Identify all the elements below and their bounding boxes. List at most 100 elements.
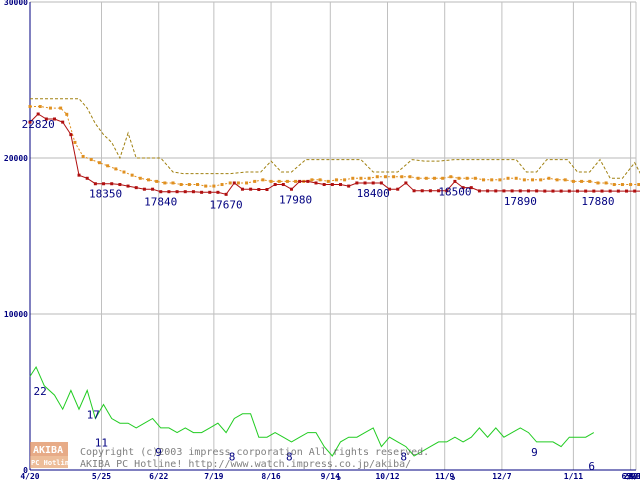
- series-average-price-marker: [424, 176, 428, 180]
- count-label: 8: [286, 451, 293, 464]
- series-average-price-marker: [383, 175, 387, 179]
- akiba-logo: AKIBA PC Hotline!: [30, 442, 77, 468]
- series-min-price-marker: [494, 189, 498, 193]
- series-min-price-marker: [314, 181, 318, 185]
- series-min-price-marker: [518, 189, 522, 193]
- series-average-price-marker: [563, 178, 567, 182]
- series-min-price-marker: [28, 120, 32, 124]
- count-label: 9: [531, 446, 538, 459]
- series-min-price-marker: [69, 133, 73, 137]
- price-label: 17880: [581, 195, 614, 208]
- series-min-price-marker: [191, 190, 195, 194]
- count-label: 6: [588, 460, 595, 473]
- series-average-price-marker: [294, 179, 298, 183]
- series-average-price-marker: [441, 176, 445, 180]
- series-average-price-marker: [130, 173, 134, 177]
- price-label: 18350: [89, 188, 122, 201]
- series-min-price-marker: [543, 189, 547, 193]
- x-tick-label: 1/11: [564, 472, 583, 480]
- x-tick-label: 11/9: [435, 472, 454, 480]
- series-min-price-marker: [428, 189, 432, 193]
- y-tick-label: 0: [23, 466, 28, 475]
- series-average-price-marker: [367, 176, 371, 180]
- series-min-price-marker: [118, 183, 122, 187]
- price-label: 18500: [438, 185, 471, 198]
- x-tick-label: 5/25: [92, 472, 111, 480]
- series-min-price-marker: [453, 179, 457, 183]
- price-label: 17840: [144, 196, 177, 209]
- series-min-price-marker: [567, 189, 571, 193]
- y-tick-label: 10000: [4, 310, 28, 319]
- series-average-price-marker: [97, 161, 101, 165]
- series-min-price-marker: [249, 187, 253, 191]
- series-average-price-marker: [416, 176, 420, 180]
- x-tick-label: 12/7: [492, 472, 511, 480]
- series-min-price-marker: [298, 179, 302, 183]
- x-tick-label: 4/20: [20, 472, 39, 480]
- series-average-price-marker: [580, 179, 584, 183]
- series-min-price-marker: [388, 187, 392, 191]
- copyright-line2: AKIBA PC Hotline! http://www.watch.impre…: [80, 459, 411, 470]
- x-tick-label: 3/8: [629, 472, 640, 480]
- series-average-price-marker: [163, 181, 167, 185]
- logo-top-text: AKIBA: [33, 445, 63, 456]
- series-min-price-marker: [412, 189, 416, 193]
- series-average-price-marker: [253, 179, 257, 183]
- series-min-price-marker: [355, 181, 359, 185]
- x-tick-label: 7/19: [204, 472, 223, 480]
- series-min-price-marker: [159, 190, 163, 194]
- series-min-price-marker: [322, 183, 326, 187]
- count-label: 22: [33, 385, 46, 398]
- series-average-price-marker: [432, 176, 436, 180]
- series-min-price-marker: [77, 173, 81, 177]
- series-min-price-marker: [216, 190, 220, 194]
- series-average-price-marker: [498, 178, 502, 182]
- x-tick-label: 9/14: [321, 472, 340, 480]
- series-average-price-marker: [457, 176, 461, 180]
- series-shop-count-line: [29, 365, 595, 457]
- series-average-price-marker: [612, 183, 616, 187]
- series-average-price-marker: [245, 181, 249, 185]
- series-average-price-marker: [28, 105, 32, 109]
- series-min-price-marker: [134, 186, 138, 190]
- series-min-price-marker: [469, 186, 473, 190]
- series-min-price-marker: [404, 181, 408, 185]
- x-tick-label: 8/16: [261, 472, 280, 480]
- series-average-price-marker: [596, 181, 600, 185]
- price-label: 17980: [279, 194, 312, 207]
- series-min-price-marker: [371, 181, 375, 185]
- series-average-price-marker: [212, 184, 216, 188]
- series-average-price-marker: [318, 178, 322, 182]
- series-min-price-marker: [200, 190, 204, 194]
- series-min-price-marker: [551, 189, 555, 193]
- x-tick-label: 6/22: [149, 472, 168, 480]
- count-label: 3: [335, 474, 342, 480]
- series-min-price-marker: [273, 183, 277, 187]
- series-max-price-line: [30, 98, 640, 179]
- series-min-price-marker: [600, 189, 604, 193]
- series-min-price-marker: [347, 184, 351, 188]
- series-average-price-marker: [473, 176, 477, 180]
- price-label: 18400: [357, 187, 390, 200]
- price-label: 22820: [22, 118, 55, 131]
- x-tick-label: 2/8: [623, 472, 638, 480]
- series-average-price-marker: [38, 105, 42, 109]
- y-tick-label: 20000: [4, 154, 28, 163]
- series-min-price-marker: [486, 189, 490, 193]
- series-average-price-marker: [48, 106, 52, 110]
- series-average-price-marker: [637, 183, 640, 187]
- series-average-price-marker: [547, 176, 551, 180]
- series-group: [28, 98, 640, 457]
- x-tick-label: 5/31: [626, 472, 640, 480]
- series-average-price-marker: [277, 179, 281, 183]
- y-tick-label: 30000: [4, 0, 28, 7]
- series-average-price-marker: [89, 158, 93, 162]
- series-average-price-marker: [59, 106, 63, 110]
- y-ticks: 0 10000 20000 30000: [4, 0, 28, 475]
- series-min-price-marker: [330, 183, 334, 187]
- series-min-price-marker: [592, 189, 596, 193]
- series-average-price-marker: [187, 183, 191, 187]
- series-min-price-marker: [289, 187, 293, 191]
